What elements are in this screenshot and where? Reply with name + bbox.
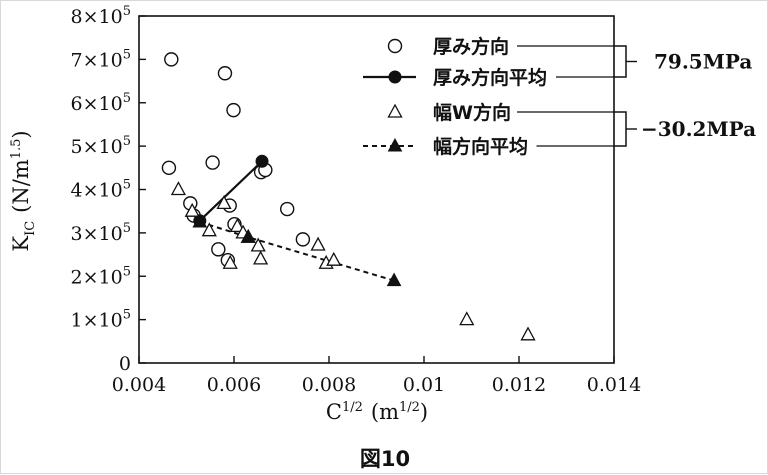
annotation-label: −30.2MPa [641,117,756,141]
data-point [184,202,200,217]
legend-marker [387,103,403,118]
y-tick-mantissa: 2×10 [71,266,123,288]
y-tick-label: 4×105 [71,178,131,202]
y-tick-exponent: 5 [123,178,131,193]
annotation-bracket [614,45,627,78]
data-point [520,326,536,341]
data-point [226,102,241,118]
x-tick-label: 0.008 [302,374,356,396]
y-tick-label: 7×105 [71,47,131,71]
data-point [326,251,342,266]
legend-label: 厚み方向平均 [433,66,547,89]
x-tick-label: 0.014 [587,374,641,396]
annotation-bracket [614,111,627,147]
data-point [217,66,233,81]
y-tick-mantissa: 1×10 [71,310,123,332]
data-point [229,218,245,233]
x-axis-label: C1/2 (m1/2) [326,400,428,424]
y-tick-exponent: 5 [123,308,131,323]
x-tick-label: 0.004 [112,374,166,396]
y-tick-exponent: 5 [123,134,131,149]
series-line [199,160,263,222]
x-tick-label: 0.006 [207,374,261,396]
legend-label: 厚み方向 [433,35,509,58]
data-point [164,52,179,67]
legend-marker [388,70,402,84]
legend-marker [387,38,403,54]
y-tick-exponent: 5 [123,91,131,106]
y-tick-exponent: 5 [123,4,131,19]
legend-label: 幅方向平均 [433,135,528,158]
data-point [250,237,266,252]
y-tick-label: 2×105 [71,264,131,288]
y-axis-label: KIC(N/m1.5) [9,130,38,251]
data-point [295,232,311,247]
y-tick-mantissa: 6×10 [71,93,123,115]
data-point [216,195,232,210]
data-point [459,311,475,326]
data-point [310,236,326,251]
y-tick-exponent: 5 [123,47,131,62]
y-tick-exponent: 5 [123,264,131,279]
data-point [240,229,256,243]
data-point [205,155,220,170]
y-tick-exponent: 5 [123,221,131,236]
data-point [386,272,402,287]
data-point [211,242,226,257]
series-line [199,221,395,282]
data-point [170,181,187,196]
y-tick-label: 0 [119,353,131,375]
legend-label: 幅W方向 [433,101,511,124]
data-point [280,201,295,217]
data-point [255,154,269,168]
y-tick-mantissa: 4×10 [71,180,123,202]
legend-marker [387,137,403,152]
y-tick-mantissa: 8×10 [71,6,123,28]
x-tick-label: 0.01 [403,374,445,396]
y-tick-label: 6×105 [71,91,131,115]
x-tick-label: 0.012 [492,374,546,396]
data-point [161,160,177,176]
y-tick-mantissa: 7×10 [71,49,123,71]
y-tick-label: 5×105 [71,134,131,158]
data-point [253,250,269,265]
y-tick-label: 3×105 [71,221,131,245]
figure-caption: 図10 [359,447,411,471]
y-tick-mantissa: 5×10 [71,136,123,158]
data-point [201,222,217,237]
annotation-label: 79.5MPa [654,50,752,74]
data-point [222,254,238,269]
y-tick-label: 1×105 [71,308,131,332]
data-point [192,213,208,228]
y-tick-label: 8×105 [71,4,131,28]
y-tick-mantissa: 3×10 [71,223,123,245]
